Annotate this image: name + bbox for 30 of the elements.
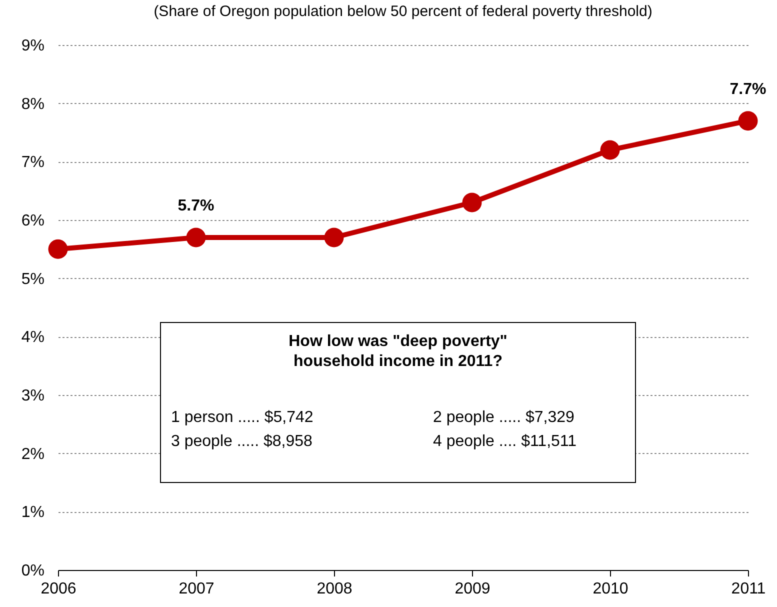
y-tick-label: 2%	[21, 446, 44, 463]
annotation: 4 people .... $11,511	[433, 433, 577, 451]
y-tick-label: 0%	[21, 562, 44, 580]
data-label: 5.7%	[178, 198, 214, 214]
annotation: How low was "deep poverty" household income in 2011?	[288, 333, 508, 371]
chart-title: (Share of Oregon population below 50 percent of federal poverty threshold)	[154, 3, 652, 20]
y-tick-label: 5%	[21, 270, 44, 288]
y-tick-label: 3%	[21, 388, 44, 404]
point	[738, 111, 758, 131]
x-tick-label: 2006	[40, 580, 76, 598]
y-tick-label: 9%	[21, 38, 44, 54]
y-tick-label: 1%	[21, 504, 44, 522]
point	[600, 140, 620, 160]
data-label: 7.7%	[730, 80, 766, 98]
point	[324, 228, 344, 248]
point	[462, 192, 482, 212]
point	[186, 228, 206, 248]
x-tick-label: 2008	[316, 580, 352, 598]
x-tick-label: 2007	[178, 580, 214, 598]
annotation: 1 person ..... $5,742	[171, 409, 314, 427]
y-tick-label: 4%	[21, 329, 44, 346]
x-tick-label: 2009	[454, 580, 490, 598]
annotation: 2 people ..... $7,329	[433, 409, 574, 427]
x-tick-label: 2010	[592, 580, 628, 598]
point	[48, 239, 68, 259]
annotation: 3 people ..... $8,958	[171, 433, 312, 451]
x-tick-label: 2011	[731, 580, 766, 598]
y-tick-label: 8%	[21, 96, 44, 113]
y-tick-label: 6%	[21, 212, 44, 230]
y-tick-label: 7%	[21, 154, 44, 172]
